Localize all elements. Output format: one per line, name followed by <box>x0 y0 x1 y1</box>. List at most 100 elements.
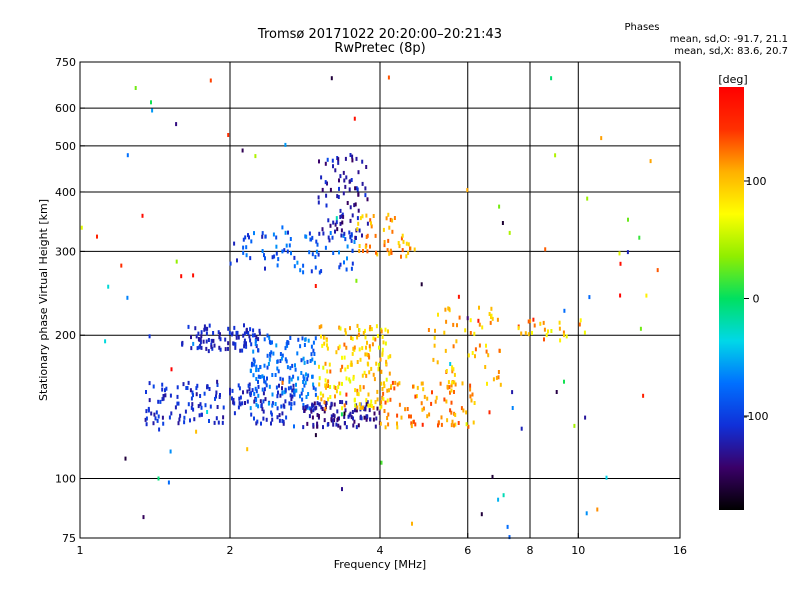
colorbar-label: [deg] <box>718 73 747 86</box>
data-point <box>270 412 273 417</box>
data-point <box>642 393 645 398</box>
data-point <box>205 326 207 331</box>
data-point <box>451 369 454 374</box>
data-point <box>443 330 446 335</box>
data-point <box>357 192 360 197</box>
data-point <box>376 389 379 394</box>
data-point <box>346 364 349 369</box>
data-point <box>356 216 359 221</box>
data-point <box>258 331 261 336</box>
x-tick-label: 8 <box>527 544 534 557</box>
data-point <box>324 180 327 185</box>
data-point <box>245 344 248 349</box>
data-point <box>410 424 413 429</box>
data-point <box>455 339 458 344</box>
data-point <box>293 392 296 397</box>
data-point <box>285 342 288 347</box>
data-point <box>449 408 452 413</box>
data-point <box>358 328 361 332</box>
data-point <box>339 221 342 226</box>
data-point <box>257 404 260 409</box>
data-point <box>358 244 361 248</box>
data-point <box>498 348 501 353</box>
data-point <box>218 345 221 350</box>
data-point <box>234 345 237 350</box>
data-point <box>159 399 162 404</box>
data-point <box>277 390 279 395</box>
data-point <box>371 342 374 347</box>
data-point <box>247 383 250 388</box>
data-point <box>343 342 346 347</box>
data-point <box>281 353 284 358</box>
data-point <box>145 409 148 414</box>
data-point <box>268 357 271 362</box>
data-point <box>272 232 275 237</box>
data-point <box>361 214 364 219</box>
data-point <box>310 344 313 349</box>
data-point <box>382 391 385 396</box>
data-point <box>585 511 588 516</box>
data-point <box>335 350 338 355</box>
data-point <box>245 327 248 332</box>
data-point <box>369 347 372 352</box>
data-point <box>324 406 327 411</box>
data-point <box>451 419 454 424</box>
y-axis: 75 100 200 300 400 500 600 750 <box>55 56 85 545</box>
data-point <box>255 344 258 349</box>
data-point <box>277 257 280 262</box>
data-point <box>457 294 460 299</box>
data-point <box>349 411 352 416</box>
data-point <box>465 422 468 427</box>
data-point <box>366 340 368 345</box>
data-point <box>344 156 347 161</box>
data-point <box>369 417 372 422</box>
data-point <box>176 394 179 399</box>
data-point <box>282 403 285 408</box>
data-point <box>488 312 491 316</box>
data-point <box>207 338 210 342</box>
data-point <box>363 407 366 412</box>
data-point <box>559 338 562 343</box>
data-point <box>383 381 385 386</box>
data-point <box>265 417 268 422</box>
data-point <box>491 474 494 479</box>
data-point <box>236 258 238 263</box>
data-point <box>285 243 288 248</box>
data-point <box>191 402 194 407</box>
data-point <box>308 250 311 255</box>
data-point <box>401 233 404 238</box>
data-point <box>339 208 342 213</box>
data-point <box>203 327 206 332</box>
data-point <box>350 178 353 182</box>
data-point <box>365 213 368 218</box>
data-point <box>543 327 546 332</box>
data-point <box>176 385 179 390</box>
data-point <box>245 341 247 346</box>
data-point <box>453 411 456 416</box>
data-point <box>311 402 314 407</box>
data-point <box>289 385 292 390</box>
data-point <box>284 230 287 235</box>
data-point <box>469 394 472 399</box>
data-point <box>255 398 257 402</box>
data-point <box>375 324 378 329</box>
data-point <box>224 347 227 352</box>
data-point <box>352 423 355 428</box>
data-point <box>275 251 278 256</box>
data-point <box>210 344 213 349</box>
data-point <box>331 158 334 163</box>
data-point <box>260 403 263 408</box>
data-point <box>350 232 353 237</box>
data-point <box>291 388 294 393</box>
data-point <box>271 255 274 260</box>
data-point <box>276 394 279 399</box>
data-point <box>310 352 313 357</box>
data-point <box>284 357 287 362</box>
data-point <box>450 423 453 428</box>
data-point <box>443 397 446 402</box>
data-point <box>365 352 368 357</box>
data-point <box>199 337 202 342</box>
data-point <box>339 326 342 331</box>
data-point <box>379 421 382 426</box>
data-point <box>471 351 474 355</box>
